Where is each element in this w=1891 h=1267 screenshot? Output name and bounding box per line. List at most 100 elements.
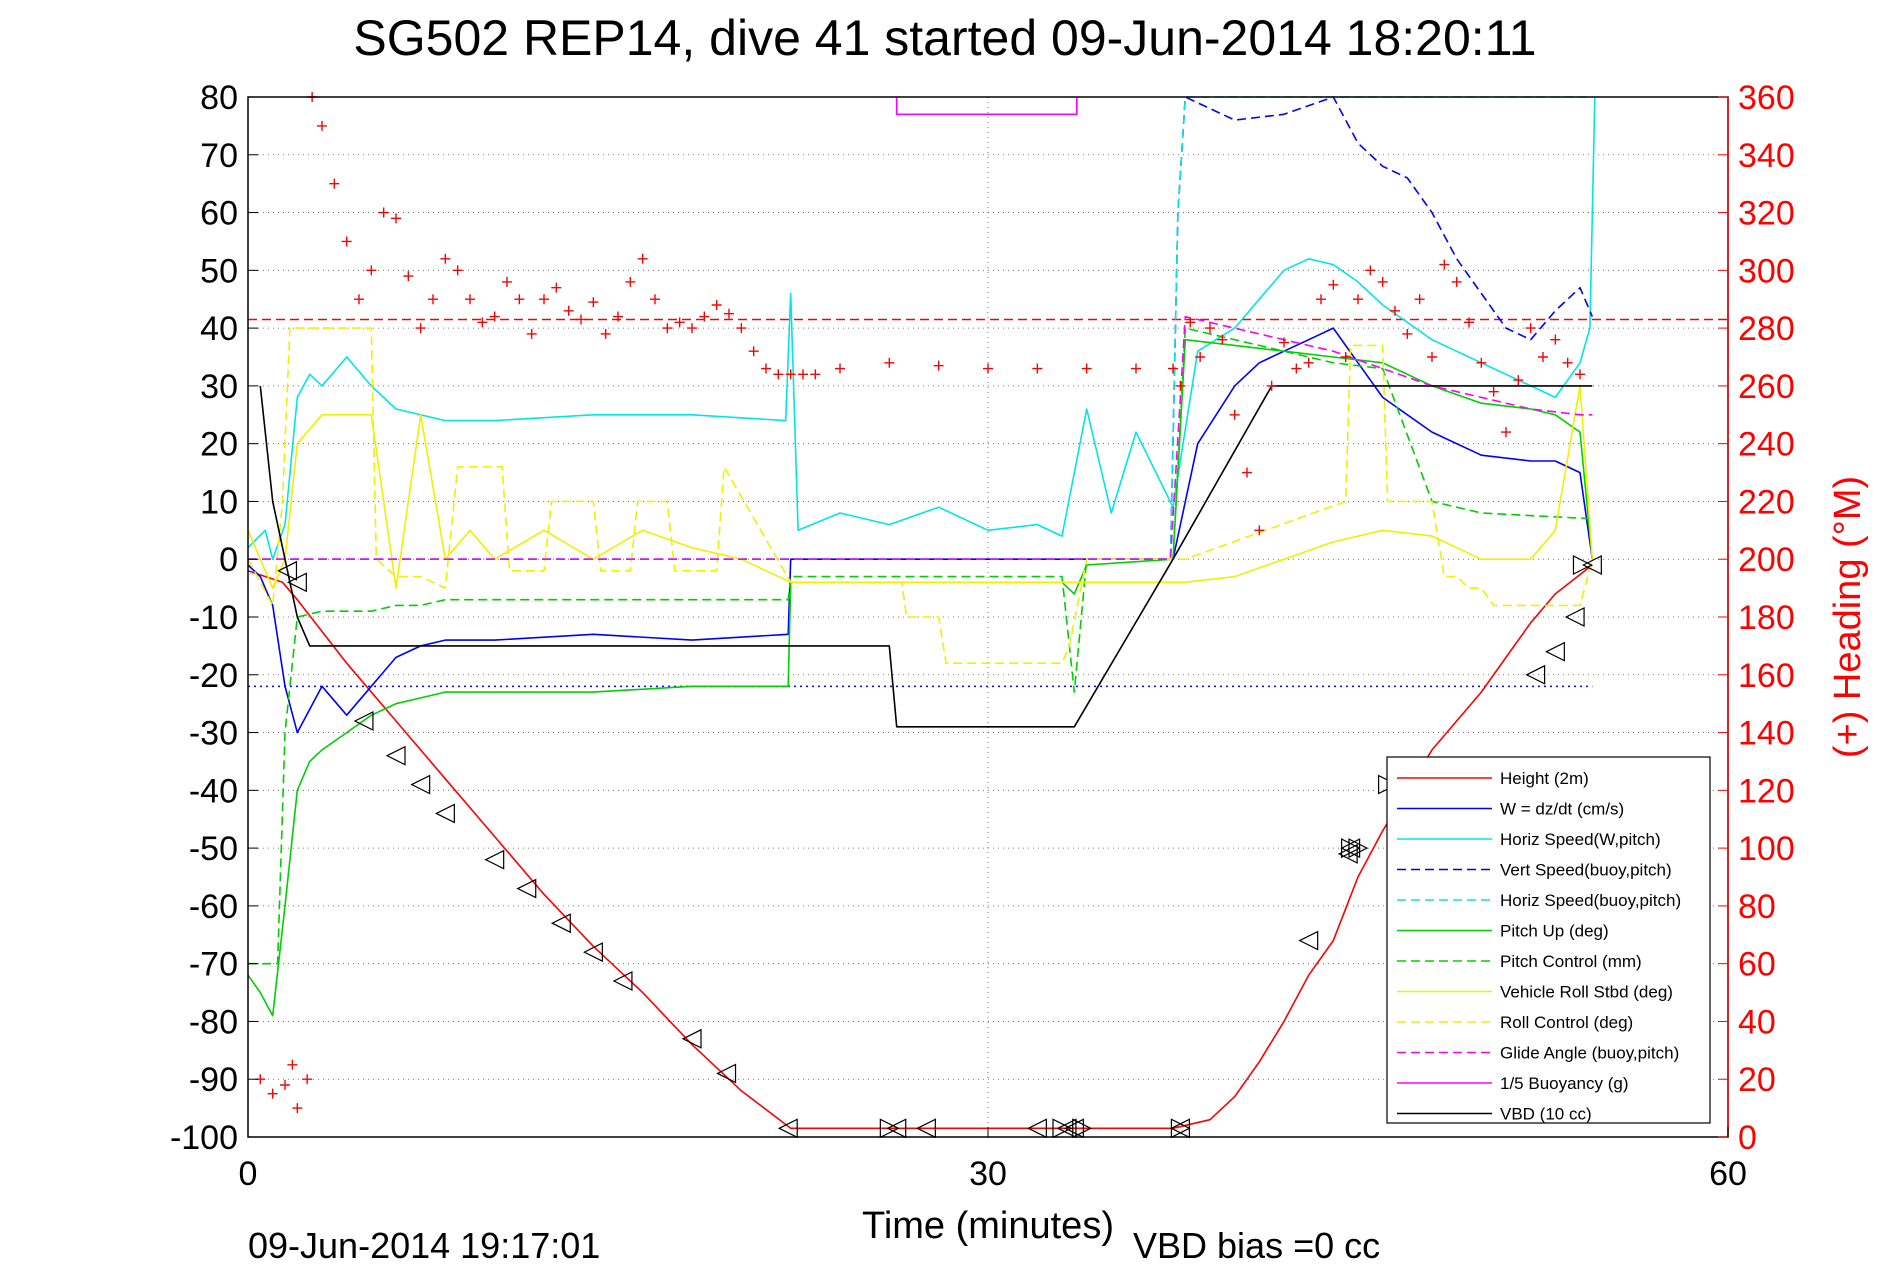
heading-point [711,300,722,310]
chart-title: SG502 REP14, dive 41 started 09-Jun-2014… [353,10,1536,66]
y-tick-label-left: -80 [189,1003,238,1041]
heading-point [798,369,808,380]
heading-point [452,265,463,276]
legend-box [1386,756,1711,1124]
dive-marker-left [1063,1118,1084,1139]
heading-point [526,328,537,339]
legend-label-height: Height (2m) [1500,769,1589,788]
y-tick-label-right: 260 [1738,368,1795,406]
y-tick-label-left: 0 [219,541,238,579]
y-tick-label-left: 40 [200,310,238,348]
dive-marker-left [1298,930,1319,951]
marker-layer [255,92,1602,1139]
heading-point [329,178,340,189]
heading-point [1291,363,1302,374]
heading-point [465,294,475,305]
dive-marker-left [1525,664,1546,685]
heading-point [391,213,401,224]
heading-point [1501,427,1511,438]
y-tick-label-left: 70 [200,137,238,175]
heading-point [1550,334,1561,345]
heading-point [1340,352,1351,362]
heading-point [983,363,993,374]
legend: Height (2m) W = dz/dt (cm/s) Horiz Speed(W… [1386,756,1711,1124]
y-tick-label-right: 220 [1738,483,1795,521]
y-tick-label-left: -100 [170,1119,238,1157]
heading-point [514,294,525,305]
heading-point [1175,380,1186,391]
y-tick-label-left: 60 [200,195,238,233]
heading-point [1439,259,1450,270]
heading-point [810,369,821,380]
heading-point [699,311,710,322]
series-line-pitch_control [248,327,1593,965]
legend-label-vbd: VBD (10 cc) [1500,1105,1592,1124]
x-tick-label: 30 [969,1155,1007,1193]
heading-point [1229,409,1240,420]
heading-point [773,369,784,380]
heading-point [563,305,574,316]
heading-point [613,311,623,322]
heading-point [1575,369,1585,380]
heading-point [1279,337,1289,348]
dive-marker-left [915,1118,936,1139]
legend-label-pitch_up: Pitch Up (deg) [1500,922,1609,941]
series-line-vert_buoy [248,96,1594,561]
heading-point [1081,363,1092,374]
footer-date: 09-Jun-2014 19:17:01 [248,1225,600,1262]
dive-marker-right [1072,1118,1093,1139]
y-tick-label-right: 140 [1738,715,1795,753]
dive-marker-right [1170,1118,1191,1139]
heading-point [302,1074,313,1085]
vbd-bias-label: VBD bias =0 cc [1133,1225,1380,1262]
heading-point [933,360,944,371]
heading-point [366,265,377,276]
dive-marker-left [1581,555,1602,575]
dive-marker-right [1340,838,1361,859]
dive-marker-left [777,1118,798,1139]
heading-point [785,369,796,380]
series-line-height [247,564,1593,1130]
y-tick-label-left: -70 [189,946,238,984]
dive-marker-left [434,803,455,824]
heading-point [1353,294,1363,305]
heading-point [748,346,759,357]
heading-point [736,323,747,334]
heading-point [440,253,451,264]
y-tick-label-right: 340 [1738,137,1795,175]
dive-marker-right [1052,1118,1073,1139]
y-tick-label-right: 80 [1738,888,1776,926]
heading-point [287,1059,298,1070]
heading-point [625,276,636,287]
legend-label-glide: Glide Angle (buoy,pitch) [1500,1044,1679,1063]
dive-marker-left [716,1063,737,1084]
dive-marker-left [353,711,374,731]
heading-point [1131,363,1141,374]
heading-point [1365,265,1376,276]
series-line-roll [247,385,1594,589]
heading-point [428,294,438,305]
heading-point [650,294,660,305]
y-tick-label-right: 160 [1738,657,1795,695]
legend-label-horiz_w: Horiz Speed(W,pitch) [1500,830,1661,849]
heading-point [280,1080,290,1090]
dive-marker-left [612,971,633,991]
heading-point [403,271,414,282]
heading-point [884,357,895,368]
heading-point [1266,380,1277,391]
heading-point [1377,276,1388,287]
heading-point [1185,317,1196,328]
heading-point [477,317,488,328]
dive-marker-left [1544,641,1565,662]
heading-point [1464,317,1474,328]
heading-point [415,323,426,334]
legend-label-vert_buoy: Vert Speed(buoy,pitch) [1500,861,1672,880]
y-tick-label-right: 360 [1738,79,1795,117]
heading-point [1217,334,1228,345]
heading-point [292,1103,303,1114]
heading-point [724,308,734,319]
y-tick-label-right: 280 [1738,310,1795,348]
heading-point [1328,279,1339,290]
heading-point [835,363,845,374]
